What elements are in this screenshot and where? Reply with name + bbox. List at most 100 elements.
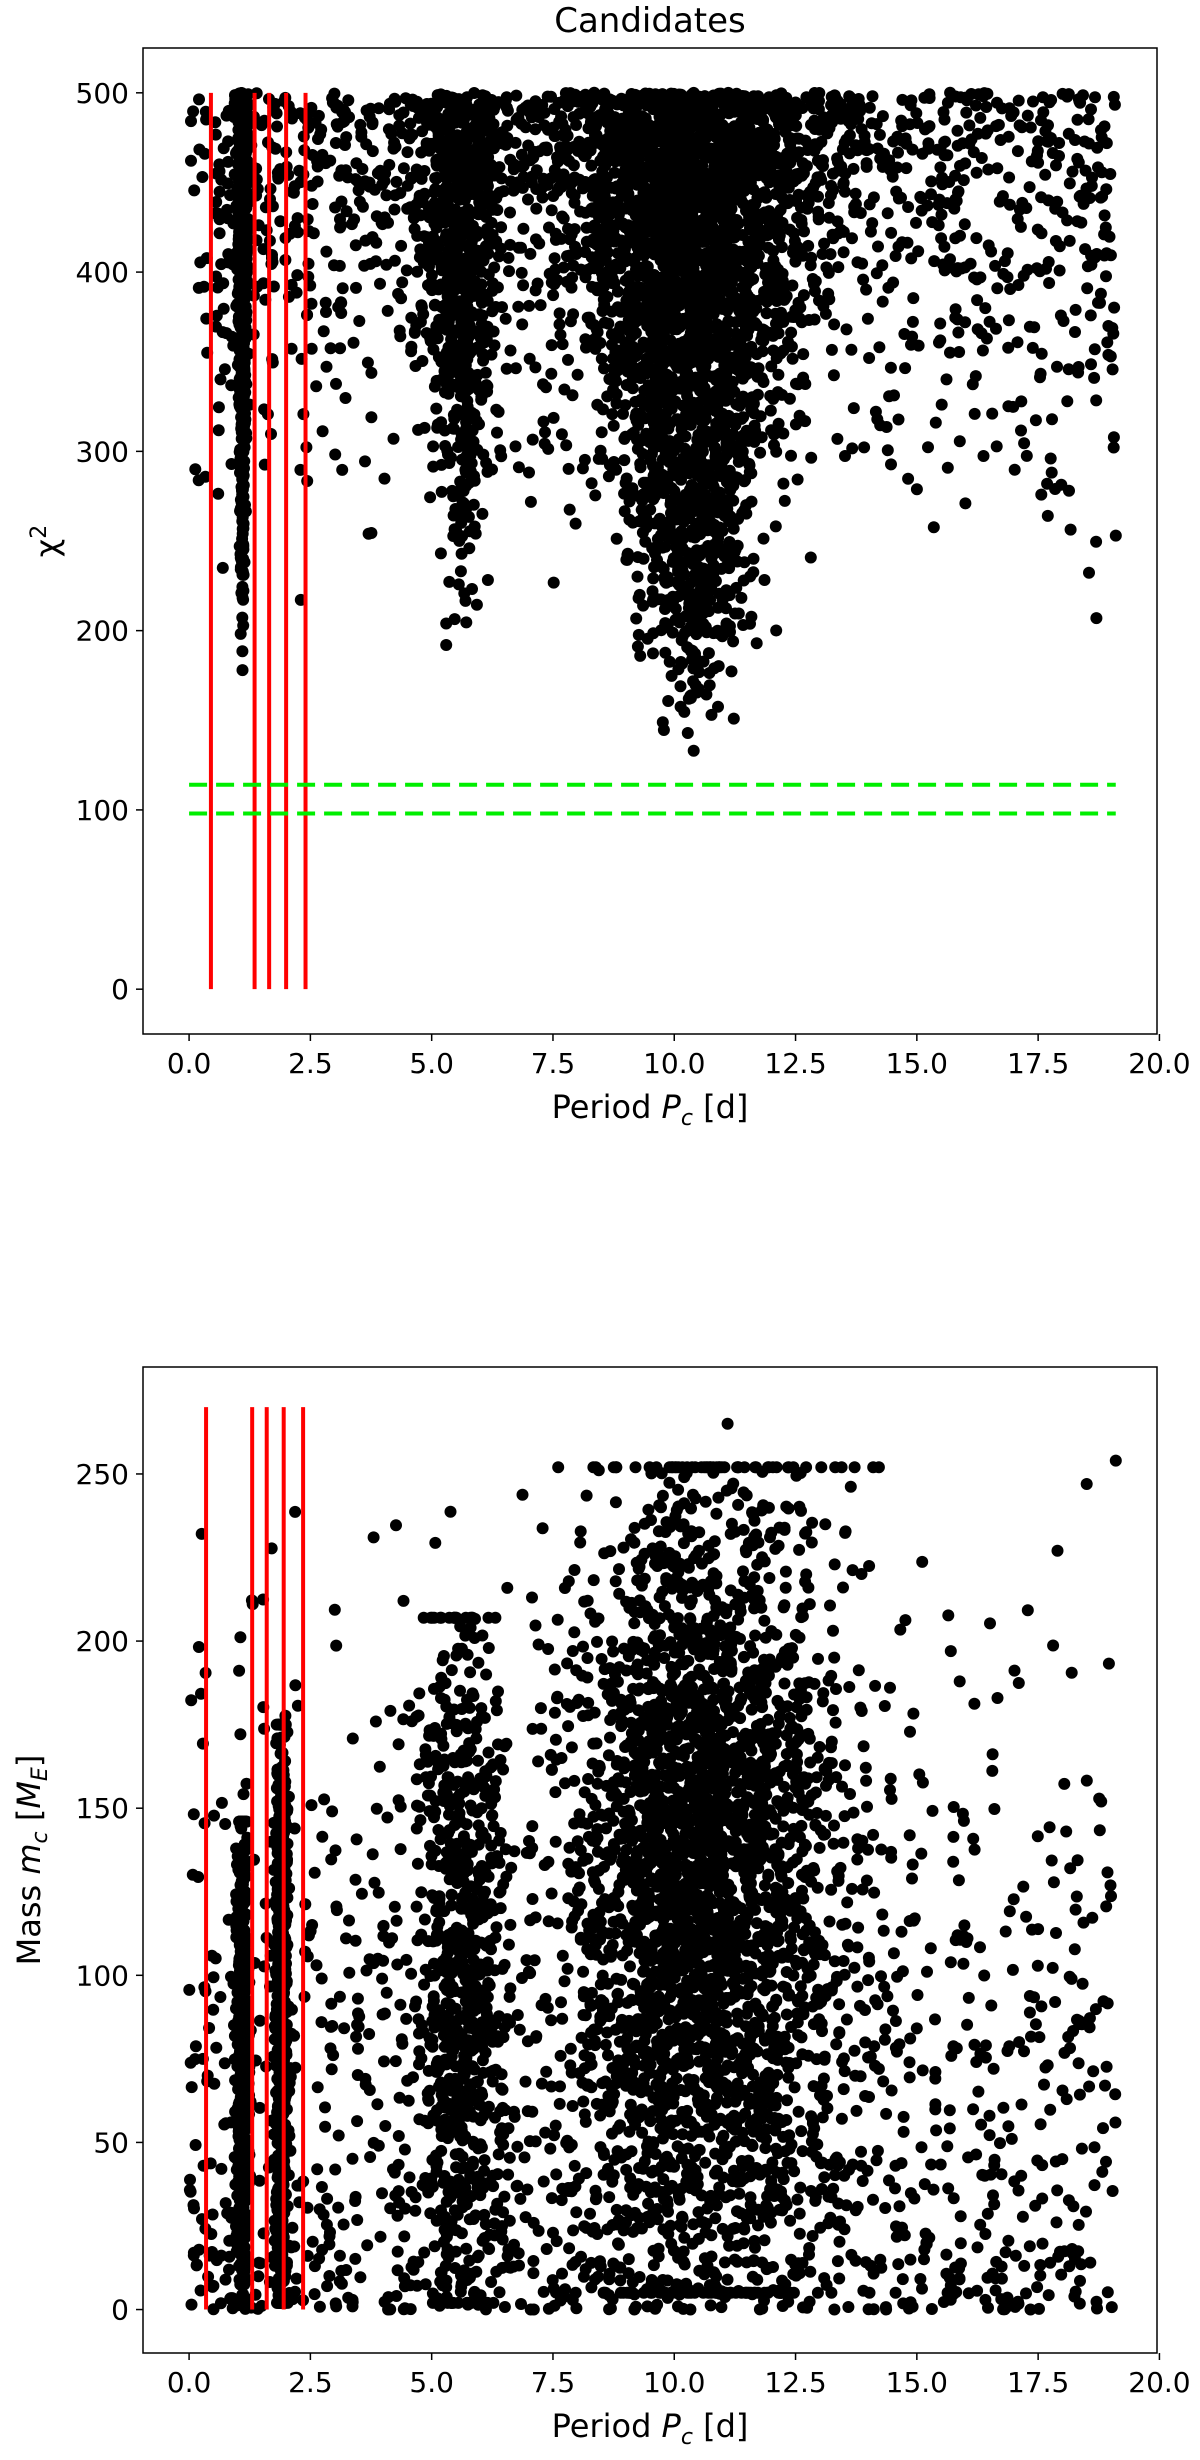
- data-point: [825, 343, 838, 356]
- data-point: [587, 222, 600, 234]
- data-point: [632, 490, 645, 503]
- data-point: [632, 149, 645, 162]
- data-point: [579, 106, 592, 119]
- data-point: [1029, 414, 1042, 427]
- data-point: [1072, 366, 1085, 379]
- data-point: [495, 172, 508, 185]
- data-point: [607, 456, 620, 468]
- data-point: [673, 433, 685, 445]
- data-point: [560, 439, 573, 452]
- data-point: [661, 439, 674, 452]
- data-point: [356, 163, 369, 175]
- data-point: [631, 194, 644, 207]
- data-point: [523, 352, 536, 365]
- data-point: [523, 299, 536, 312]
- data-point: [838, 185, 851, 198]
- data-point: [1011, 145, 1024, 158]
- data-point: [965, 88, 978, 100]
- data-point: [669, 160, 682, 173]
- data-point: [452, 578, 465, 591]
- data-point: [831, 432, 844, 445]
- data-point: [488, 261, 501, 274]
- chi-square-panel: 0.0 2.5 5.0 7.5 10.0 12.5 15.0 17.5 20.001002003…: [27, 1, 1191, 1131]
- data-point: [375, 216, 388, 229]
- data-point: [647, 572, 660, 585]
- data-point: [720, 428, 733, 441]
- data-point: [491, 281, 504, 294]
- data-point: [479, 366, 492, 379]
- data-point: [804, 551, 817, 564]
- data-point: [713, 461, 726, 474]
- data-point: [758, 574, 771, 586]
- data-point: [1079, 164, 1092, 177]
- data-point: [662, 115, 675, 128]
- data-point: [430, 172, 443, 185]
- data-point: [811, 119, 824, 132]
- data-point: [624, 316, 637, 329]
- data-point: [468, 252, 481, 265]
- data-point: [631, 640, 644, 653]
- data-point: [996, 102, 1008, 115]
- data-point: [974, 111, 987, 124]
- data-point: [854, 207, 867, 219]
- data-point: [393, 119, 406, 132]
- data-point: [753, 126, 766, 139]
- data-point: [238, 347, 250, 359]
- data-point: [656, 716, 669, 729]
- data-point: [524, 247, 537, 260]
- data-point: [1031, 144, 1044, 157]
- data-point: [951, 124, 964, 137]
- data-point: [477, 448, 490, 461]
- data-point: [659, 524, 672, 537]
- data-point: [849, 187, 862, 200]
- data-point: [681, 590, 694, 603]
- data-point: [457, 239, 470, 252]
- data-point: [980, 101, 993, 113]
- data-point: [632, 111, 645, 124]
- data-point: [334, 342, 347, 355]
- data-point: [802, 239, 815, 252]
- data-point: [517, 222, 530, 235]
- data-point: [1002, 314, 1015, 327]
- data-point: [719, 191, 732, 204]
- data-point: [702, 605, 715, 618]
- data-point: [769, 520, 782, 533]
- data-point: [891, 161, 904, 174]
- data-point: [488, 339, 501, 352]
- data-point: [239, 505, 252, 518]
- data-point: [914, 190, 927, 203]
- data-point: [677, 414, 690, 427]
- data-point: [772, 368, 785, 381]
- data-point: [446, 284, 459, 297]
- data-point: [403, 132, 416, 145]
- data-point: [646, 154, 658, 167]
- data-point: [556, 338, 569, 351]
- data-point: [557, 212, 570, 225]
- data-point: [609, 258, 622, 271]
- data-point: [606, 408, 619, 421]
- data-point: [1021, 109, 1034, 122]
- data-point: [723, 464, 736, 477]
- data-point: [1020, 449, 1033, 462]
- data-point: [715, 562, 728, 575]
- data-point: [1043, 277, 1056, 289]
- data-point: [448, 412, 461, 425]
- data-point: [336, 463, 349, 476]
- data-point: [750, 319, 763, 331]
- data-point: [436, 136, 449, 149]
- data-point: [655, 203, 668, 216]
- data-point: [786, 279, 799, 292]
- data-point: [702, 224, 715, 237]
- data-point: [747, 552, 760, 565]
- data-point: [1101, 336, 1114, 349]
- data-point: [365, 411, 378, 424]
- data-point: [467, 498, 480, 511]
- data-point: [892, 192, 905, 205]
- data-point: [446, 138, 459, 151]
- data-point: [635, 90, 647, 102]
- data-point: [554, 328, 567, 341]
- data-point: [712, 660, 725, 673]
- data-point: [648, 442, 660, 455]
- data-point: [722, 296, 735, 309]
- data-point: [517, 159, 530, 172]
